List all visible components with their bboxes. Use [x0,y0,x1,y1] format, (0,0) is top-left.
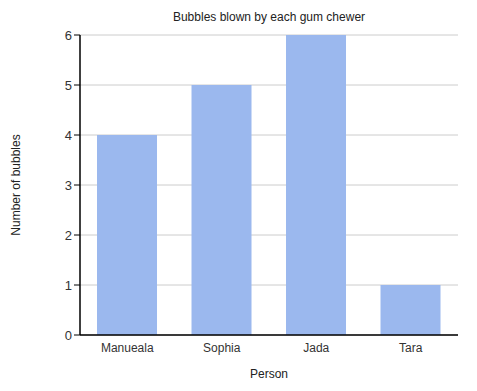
svg-text:5: 5 [65,78,72,93]
svg-text:Sophia: Sophia [203,341,241,355]
html-text:Bubbles blown by each gum chew: Bubbles blown by each gum chewer [172,10,366,24]
svg-text:Number of bubbles: Number of bubbles [9,134,23,235]
svg-text:6: 6 [65,28,72,43]
svg-text:Person: Person [250,367,288,381]
svg-text:3: 3 [65,178,72,193]
svg-text:Manueala: Manueala [101,341,154,355]
svg-text:4: 4 [65,128,72,143]
svg-text:Tara: Tara [399,341,423,355]
svg-text:2: 2 [65,228,72,243]
svg-text:0: 0 [65,328,72,343]
svg-text:Jada: Jada [303,341,329,355]
svg-text:1: 1 [65,278,72,293]
